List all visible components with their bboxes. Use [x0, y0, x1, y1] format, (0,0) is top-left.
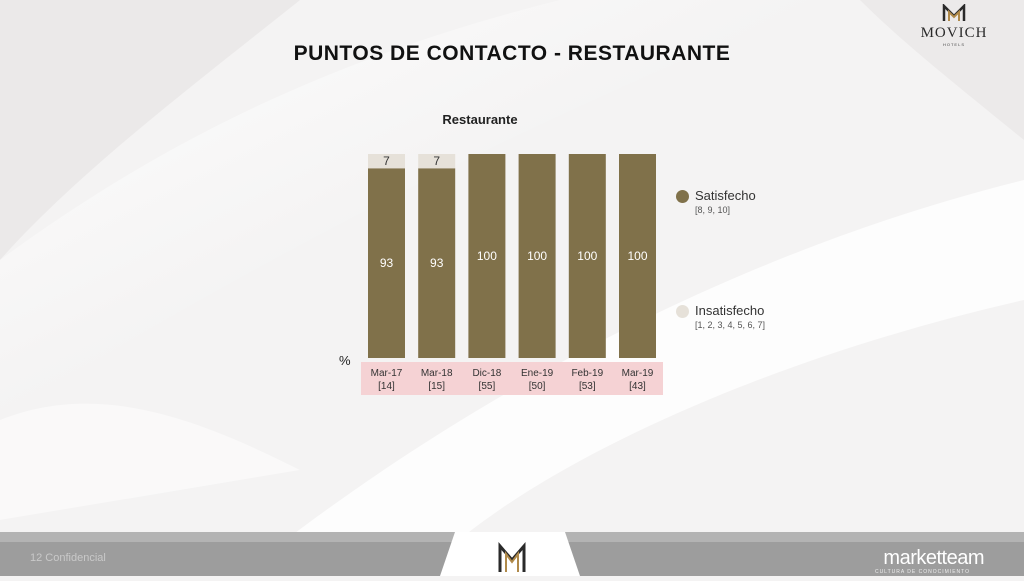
x-base-size-label: [53] [579, 381, 596, 392]
x-tick-label: Dic-18 [472, 368, 501, 379]
x-base-size-label: [15] [428, 381, 445, 392]
chart-title: Restaurante [442, 112, 518, 127]
y-axis-label: % [339, 353, 351, 368]
legend-label-satisfecho: Satisfecho [695, 188, 756, 203]
movich-logo: MOVICH HOTELS [914, 2, 994, 47]
x-tick-label: Mar-17 [371, 368, 403, 379]
bar-satisfecho-feb-19 [568, 154, 606, 358]
x-tick-label: Feb-19 [571, 368, 603, 379]
legend-label-insatisfecho: Insatisfecho [695, 303, 765, 318]
data-label-satisfecho-dic-18: 100 [477, 249, 497, 263]
bar-insatisfecho-mar-17 [368, 154, 405, 169]
data-label-satisfecho-mar-18: 93 [430, 256, 444, 270]
legend-sublabel-satisfecho: [8, 9, 10] [695, 205, 731, 215]
bar-satisfecho-mar-19 [619, 154, 656, 358]
x-base-size-label: [55] [479, 381, 496, 392]
x-tick-label: Mar-18 [421, 368, 453, 379]
x-base-size-label: [50] [529, 381, 546, 392]
x-base-size-label: [43] [629, 381, 646, 392]
data-label-satisfecho-mar-19: 100 [627, 249, 647, 263]
bar-satisfecho-mar-18 [418, 168, 456, 358]
legend-sublabel-insatisfecho: [1, 2, 3, 4, 5, 6, 7] [695, 320, 766, 330]
x-tick-label: Ene-19 [521, 368, 554, 379]
category-label-band [361, 362, 663, 395]
footer-brand-sub: CULTURA DE CONOCIMIENTO [874, 569, 970, 575]
legend-marker-insatisfecho [676, 305, 689, 318]
footer-brand: marketteam [883, 547, 984, 569]
movich-monogram-icon [942, 2, 966, 21]
legend-marker-satisfecho [676, 190, 689, 203]
data-label-insatisfecho-mar-18: 7 [433, 154, 440, 168]
x-base-size-label: [14] [378, 381, 395, 392]
logo-subtext: HOTELS [942, 42, 965, 47]
bar-insatisfecho-mar-18 [418, 154, 456, 169]
data-label-insatisfecho-mar-17: 7 [383, 154, 390, 168]
bar-satisfecho-dic-18 [468, 154, 506, 358]
footer-background [0, 532, 1024, 576]
footer-band: 12 Confidencial marketteam CULTURA DE CO… [0, 532, 1024, 576]
logo-word: MOVICH [920, 25, 988, 41]
data-label-satisfecho-feb-19: 100 [577, 249, 597, 263]
data-label-satisfecho-ene-19: 100 [527, 249, 547, 263]
bar-satisfecho-mar-17 [368, 168, 405, 358]
x-tick-label: Mar-19 [622, 368, 654, 379]
data-label-satisfecho-mar-17: 93 [380, 256, 394, 270]
bar-satisfecho-ene-19 [518, 154, 556, 358]
page-title: PUNTOS DE CONTACTO - RESTAURANTE [293, 42, 731, 65]
footer-page-info: 12 Confidencial [30, 552, 106, 564]
